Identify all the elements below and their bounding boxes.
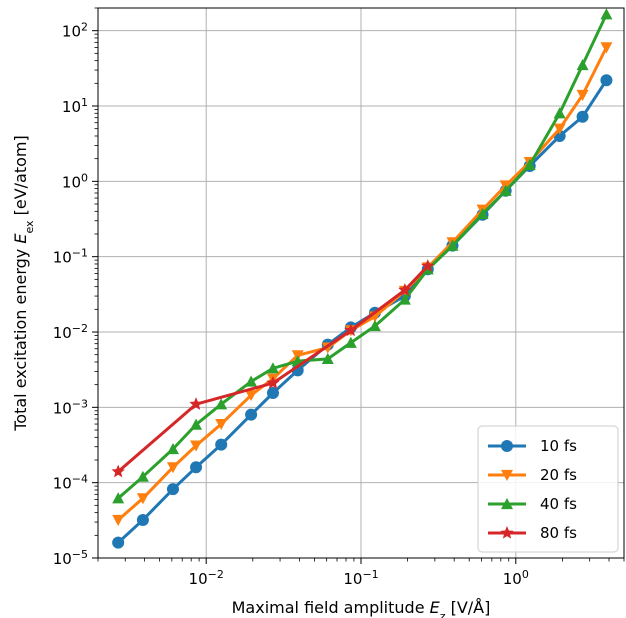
data-point	[136, 513, 149, 526]
y-tick-labels: 10−5 10−4 10−3 10−2 10−1 100 101 102	[53, 20, 88, 568]
legend-item: 80 fs	[488, 524, 577, 542]
y-tick-label: 10−1	[53, 246, 88, 267]
legend-box	[477, 425, 619, 553]
data-point	[501, 469, 513, 481]
data-point	[421, 259, 435, 272]
grid	[98, 8, 624, 559]
data-point	[398, 283, 412, 296]
data-point	[166, 462, 179, 474]
data-point	[112, 536, 125, 549]
series-80-fs	[111, 259, 435, 478]
tick-marks	[92, 7, 625, 564]
data-point	[111, 464, 125, 478]
legend: 10 fs 20 fs 40 fs 80 fs	[477, 425, 619, 553]
x-axis-label: Maximal field amplitude Ez [V/Å]	[232, 598, 491, 618]
data-point	[136, 470, 149, 482]
x-tick-label: 10−1	[343, 568, 378, 589]
data-point	[501, 498, 513, 510]
legend-label: 40 fs	[540, 495, 577, 513]
data-point	[215, 418, 228, 431]
data-point	[215, 438, 228, 451]
data-point	[190, 440, 203, 452]
legend-item: 40 fs	[488, 495, 577, 513]
y-tick-label: 10−3	[53, 397, 88, 418]
data-point	[266, 376, 280, 389]
data-point	[215, 398, 228, 410]
data-point	[245, 408, 258, 421]
data-point	[476, 207, 489, 219]
series-layer	[111, 8, 613, 549]
legend-item: 10 fs	[488, 437, 577, 455]
y-tick-label: 101	[62, 96, 88, 117]
data-point	[446, 239, 459, 251]
x-tick-labels: 10−2 10−1 100	[189, 568, 529, 589]
data-point	[166, 442, 179, 455]
y-tick-label: 10−4	[53, 472, 88, 493]
data-point	[398, 293, 411, 305]
y-tick-label: 10−5	[53, 548, 88, 569]
series-line	[117, 265, 429, 473]
data-point	[190, 461, 203, 474]
data-point	[112, 514, 125, 526]
legend-label: 80 fs	[540, 524, 577, 542]
data-point	[576, 110, 589, 123]
data-point	[600, 74, 613, 87]
data-point	[245, 390, 258, 402]
x-tick-label: 10−2	[189, 568, 224, 589]
data-point	[576, 59, 589, 71]
data-point	[189, 397, 203, 410]
data-point	[600, 8, 613, 20]
data-point	[166, 483, 179, 496]
legend-item: 20 fs	[488, 466, 577, 484]
series-40-fs	[112, 8, 613, 504]
y-tick-label: 100	[62, 171, 88, 192]
data-point	[501, 440, 513, 452]
data-point	[321, 352, 334, 364]
data-point	[600, 42, 613, 54]
x-tick-label: 100	[503, 568, 529, 589]
data-point	[245, 375, 258, 387]
legend-label: 20 fs	[540, 466, 577, 484]
legend-label: 10 fs	[540, 437, 577, 455]
data-point	[112, 492, 125, 504]
data-point	[576, 89, 589, 102]
data-point	[190, 418, 203, 430]
data-point	[500, 526, 514, 539]
y-tick-label: 10−2	[53, 322, 88, 343]
data-point	[344, 336, 357, 348]
data-point	[553, 123, 566, 135]
y-tick-label: 102	[62, 20, 88, 41]
data-point	[136, 493, 149, 505]
data-point	[523, 158, 536, 171]
data-point	[368, 320, 381, 332]
data-point	[266, 386, 279, 399]
data-point	[344, 323, 358, 337]
data-point	[553, 107, 566, 119]
data-point	[266, 362, 279, 374]
y-axis-label: Total excitation energy Eex [eV/atom]	[11, 135, 36, 432]
data-point	[499, 184, 512, 196]
